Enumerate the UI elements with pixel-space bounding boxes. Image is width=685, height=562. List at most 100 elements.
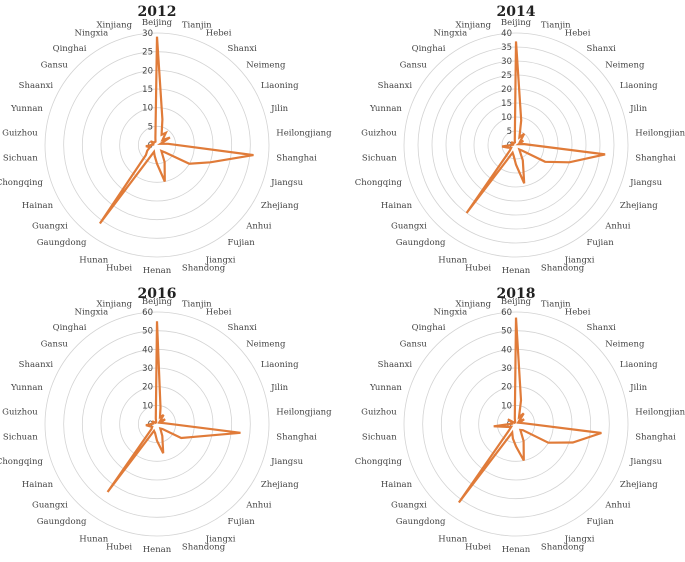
category-label: Gaungdong	[37, 238, 87, 248]
category-label: Xinjiang	[97, 300, 133, 310]
tick-label: 50	[142, 327, 153, 337]
category-label: Ningxia	[75, 28, 109, 38]
category-label: Beijing	[142, 18, 173, 28]
category-label: Gansu	[400, 61, 428, 71]
category-label: Ningxia	[75, 307, 109, 317]
tick-label: 40	[501, 345, 512, 355]
category-label: Gansu	[41, 61, 69, 71]
tick-label: 10	[142, 104, 153, 114]
category-label: Tianjin	[541, 300, 571, 310]
category-label: Hubei	[465, 263, 491, 273]
category-label: Hunan	[79, 256, 108, 266]
tick-label: 30	[501, 57, 512, 67]
category-label: Neimeng	[605, 340, 645, 350]
category-label: Shanghai	[276, 433, 317, 443]
category-label: Guangxi	[32, 500, 68, 510]
category-label: Heilongjiang	[635, 408, 685, 418]
category-label: Anhui	[604, 500, 631, 510]
series-line	[98, 36, 254, 225]
category-label: Anhui	[604, 221, 631, 231]
grid-ring	[44, 32, 270, 258]
category-label: Hubei	[465, 542, 491, 552]
category-label: Jiangsu	[629, 178, 662, 188]
category-label: Tianjin	[541, 21, 571, 31]
category-label: Jilin	[629, 104, 648, 114]
category-label: Zhejiang	[261, 480, 299, 490]
category-label: Hebei	[206, 28, 232, 38]
tick-label: 5	[148, 122, 153, 132]
panel-title: 2016	[138, 286, 177, 302]
tick-label: 20	[501, 85, 512, 95]
category-label: Gaungdong	[396, 238, 446, 248]
category-label: Jiangsu	[629, 457, 662, 467]
category-label: Beijing	[501, 18, 532, 28]
category-label: Gaungdong	[396, 517, 446, 527]
category-label: Hebei	[206, 307, 232, 317]
category-label: Heilongjiang	[635, 129, 685, 139]
series-line	[457, 317, 602, 504]
category-label: Hunan	[79, 535, 108, 545]
category-label: Hainan	[381, 201, 413, 211]
category-label: Henan	[143, 266, 172, 276]
series-line	[465, 41, 606, 214]
category-label: Liaoning	[261, 81, 299, 91]
category-label: Heilongjiang	[276, 408, 332, 418]
category-label: Hubei	[106, 542, 132, 552]
category-label: Qinghai	[53, 44, 87, 54]
category-label: Shanxi	[587, 323, 617, 333]
category-label: Tianjin	[182, 300, 212, 310]
category-label: Jilin	[270, 104, 289, 114]
category-label: Jiangxi	[564, 535, 595, 545]
category-label: Jiangsu	[270, 457, 303, 467]
category-label: Shaanxi	[19, 360, 54, 370]
category-label: Hebei	[565, 307, 591, 317]
category-label: Hainan	[381, 480, 413, 490]
category-label: Shandong	[182, 263, 226, 273]
category-label: Shaanxi	[378, 360, 413, 370]
category-label: Tianjin	[182, 21, 212, 31]
category-label: Shanxi	[228, 44, 258, 54]
tick-label: 40	[142, 345, 153, 355]
category-label: Gansu	[400, 340, 428, 350]
category-label: Jilin	[629, 383, 648, 393]
category-label: Beijing	[501, 297, 532, 307]
category-label: Xinjiang	[97, 21, 133, 31]
category-label: Yunnan	[10, 383, 43, 393]
category-label: Gansu	[41, 340, 69, 350]
category-label: Zhejiang	[620, 201, 658, 211]
category-label: Chongqing	[355, 178, 403, 188]
grid-ring	[119, 107, 195, 183]
category-label: Sichuan	[3, 154, 38, 164]
category-label: Fujian	[587, 517, 615, 527]
tick-label: 50	[501, 327, 512, 337]
category-label: Henan	[502, 545, 531, 555]
category-label: Hebei	[565, 28, 591, 38]
tick-label: 20	[142, 66, 153, 76]
category-label: Fujian	[228, 517, 256, 527]
tick-label: 30	[501, 364, 512, 374]
panel-title: 2014	[497, 4, 536, 20]
category-label: Shanghai	[635, 154, 676, 164]
category-label: Xinjiang	[456, 21, 492, 31]
series-line	[106, 321, 241, 493]
category-label: Neimeng	[246, 61, 286, 71]
category-label: Yunnan	[369, 104, 402, 114]
category-label: Shandong	[541, 542, 585, 552]
tick-label: 60	[501, 308, 512, 318]
tick-label: 30	[142, 29, 153, 39]
category-label: Neimeng	[246, 340, 286, 350]
grid-ring	[403, 311, 629, 537]
category-label: Neimeng	[605, 61, 645, 71]
category-label: Sichuan	[3, 433, 38, 443]
category-label: Fujian	[587, 238, 615, 248]
category-label: Jilin	[270, 383, 289, 393]
category-label: Sichuan	[362, 433, 397, 443]
category-label: Chongqing	[0, 457, 43, 467]
category-label: Guizhou	[361, 408, 397, 418]
category-label: Ningxia	[434, 28, 468, 38]
category-label: Guangxi	[391, 500, 427, 510]
category-label: Hubei	[106, 263, 132, 273]
